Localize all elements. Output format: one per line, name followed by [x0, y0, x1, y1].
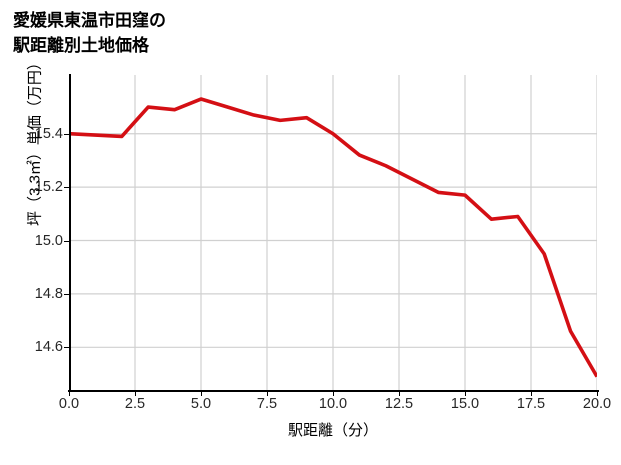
y-axis-spine	[69, 74, 71, 392]
x-tick-label: 5.0	[190, 396, 212, 412]
y-tick-label: 15.0	[34, 232, 63, 249]
y-tick-label: 14.8	[34, 285, 63, 302]
x-tick-label: 10.0	[318, 396, 348, 412]
y-tick-label: 15.4	[34, 125, 63, 142]
data-line	[69, 97, 597, 378]
plot-canvas	[69, 75, 597, 390]
x-axis-title: 駅距離（分）	[287, 422, 378, 439]
x-tick-mark	[267, 391, 268, 396]
x-tick-mark	[399, 391, 400, 396]
y-tick-mark	[64, 293, 69, 295]
x-tick-mark	[333, 391, 334, 396]
chart-title: 愛媛県東温市田窪の 駅距離別土地価格	[13, 11, 166, 55]
y-tick-mark	[64, 347, 69, 349]
y-tick-mark	[64, 133, 69, 135]
x-tick-mark	[135, 391, 136, 396]
x-tick-label: 15.0	[450, 396, 480, 412]
x-tick-label: 17.5	[516, 396, 546, 412]
x-tick-mark	[465, 391, 466, 396]
x-tick-label: 7.5	[256, 396, 278, 412]
x-tick-mark	[597, 391, 598, 396]
y-axis-title: 坪（3.3㎡）単価（万円）	[26, 55, 44, 226]
y-tick-mark	[64, 240, 69, 242]
plot-area	[69, 75, 597, 390]
vertical-gridlines	[69, 75, 597, 390]
data-series-group	[69, 97, 597, 378]
y-tick-label: 15.2	[34, 179, 63, 196]
x-tick-label: 20.0	[582, 396, 612, 412]
y-tick-label: 14.6	[34, 339, 63, 356]
x-tick-label: 2.5	[124, 396, 146, 412]
x-tick-mark	[201, 391, 202, 396]
x-tick-mark	[531, 391, 532, 396]
y-tick-mark	[64, 187, 69, 189]
x-tick-label: 0.0	[58, 396, 80, 412]
x-tick-label: 12.5	[384, 396, 414, 412]
x-tick-mark	[69, 391, 70, 396]
